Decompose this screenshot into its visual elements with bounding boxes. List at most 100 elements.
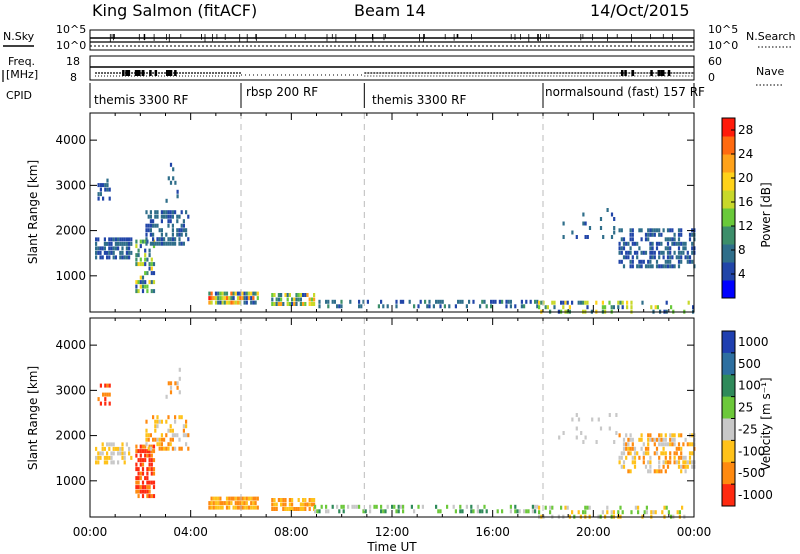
vel-echo-cell bbox=[104, 397, 107, 402]
vel-echo-cell bbox=[595, 440, 598, 444]
vel-echo-cell bbox=[273, 507, 276, 511]
vel-echo-cell bbox=[217, 496, 220, 501]
vel-echo-cell bbox=[243, 496, 246, 501]
vel-echo-cell bbox=[152, 444, 156, 449]
power-echo-cell bbox=[99, 187, 102, 192]
vel-echo-cell bbox=[658, 464, 661, 469]
vel-echo-cell bbox=[421, 504, 424, 509]
nave-mark bbox=[621, 70, 624, 76]
vel-echo-cell bbox=[675, 460, 678, 465]
vel-echo-cell bbox=[152, 471, 156, 476]
vel-echo-cell bbox=[331, 504, 334, 509]
power-echo-cell bbox=[424, 299, 427, 304]
nsearch-label: N.Search bbox=[746, 30, 796, 43]
power-echo-cell bbox=[135, 239, 138, 244]
power-echo-cell bbox=[640, 264, 643, 269]
vel-echo-cell bbox=[165, 433, 168, 438]
power-colorbar-tick-label: 24 bbox=[738, 147, 753, 161]
vel-echo-cell bbox=[219, 501, 222, 506]
power-echo-cell bbox=[156, 241, 159, 246]
power-echo-cell bbox=[660, 250, 663, 255]
vel-echo-cell bbox=[654, 510, 657, 515]
power-echo-cell bbox=[673, 250, 676, 255]
vel-echo-cell bbox=[137, 467, 140, 472]
vel-echo-cell bbox=[402, 509, 405, 514]
vel-echo-cell bbox=[640, 433, 643, 438]
power-echo-cell bbox=[156, 237, 159, 242]
power-echo-cell bbox=[520, 299, 523, 304]
vel-echo-cell bbox=[212, 501, 215, 506]
vel-echo-cell bbox=[217, 505, 220, 510]
power-echo-cell bbox=[160, 241, 163, 246]
vel-echo-cell bbox=[234, 496, 237, 501]
power-echo-cell bbox=[336, 304, 339, 309]
vel-echo-cell bbox=[395, 509, 398, 514]
power-echo-cell bbox=[629, 264, 632, 269]
power-echo-cell bbox=[631, 264, 634, 269]
vel-echo-cell bbox=[108, 446, 111, 451]
vel-echo-cell bbox=[185, 419, 188, 424]
power-echo-cell bbox=[241, 296, 244, 301]
power-echo-cell bbox=[121, 237, 124, 242]
power-echo-cell bbox=[158, 237, 161, 242]
power-echo-cell bbox=[586, 300, 589, 305]
power-echo-cell bbox=[95, 255, 98, 260]
vel-echo-cell bbox=[397, 509, 400, 514]
vel-echo-cell bbox=[682, 464, 685, 469]
vel-echo-cell bbox=[178, 367, 181, 372]
power-echo-cell bbox=[688, 259, 692, 264]
vel-echo-cell bbox=[397, 504, 400, 509]
vel-echo-cell bbox=[212, 496, 215, 501]
power-echo-cell bbox=[437, 299, 440, 304]
vel-echo-cell bbox=[313, 498, 316, 502]
vel-echo-cell bbox=[476, 509, 479, 514]
power-echo-cell bbox=[180, 223, 183, 228]
vel-echo-cell bbox=[275, 507, 278, 511]
power-echo-cell bbox=[169, 214, 172, 219]
power-echo-cell bbox=[144, 271, 147, 276]
power-echo-cell bbox=[662, 255, 665, 260]
nave-mark bbox=[650, 70, 653, 76]
power-echo-cell bbox=[152, 262, 156, 267]
vel-echo-cell bbox=[584, 510, 587, 515]
power-echo-cell bbox=[152, 289, 156, 294]
power-echo-cell bbox=[666, 228, 670, 233]
power-echo-cell bbox=[176, 228, 179, 233]
power-echo-cell bbox=[149, 232, 152, 237]
vel-echo-cell bbox=[452, 504, 455, 509]
power-echo-cell bbox=[169, 219, 172, 224]
power-echo-cell bbox=[514, 304, 517, 309]
velocity-colorbar-swatch bbox=[722, 396, 735, 420]
power-echo-cell bbox=[152, 241, 155, 246]
power-echo-cell bbox=[228, 296, 231, 301]
power-echo-cell bbox=[677, 237, 681, 242]
power-echo-cell bbox=[212, 296, 215, 301]
vel-echo-cell bbox=[112, 451, 115, 456]
power-echo-cell bbox=[620, 250, 623, 255]
power-echo-cell bbox=[171, 214, 174, 219]
vel-echo-cell bbox=[660, 437, 663, 442]
power-echo-cell bbox=[97, 196, 100, 201]
power-echo-cell bbox=[169, 162, 173, 167]
power-echo-cell bbox=[236, 291, 240, 296]
power-echo-cell bbox=[95, 246, 98, 251]
vel-echo-cell bbox=[308, 502, 311, 507]
power-echo-cell bbox=[610, 212, 614, 217]
vel-echo-cell bbox=[230, 501, 233, 506]
power-echo-cell bbox=[479, 304, 482, 309]
power-echo-cell bbox=[139, 262, 142, 267]
vel-echo-cell bbox=[99, 383, 102, 388]
vel-echo-cell bbox=[355, 504, 358, 509]
vel-echo-cell bbox=[680, 451, 683, 456]
vel-echo-cell bbox=[479, 509, 482, 514]
power-echo-cell bbox=[650, 305, 653, 310]
power-echo-cell bbox=[95, 250, 98, 255]
vel-echo-cell bbox=[254, 505, 257, 510]
vel-echo-cell bbox=[214, 505, 218, 510]
power-echo-cell bbox=[149, 219, 152, 224]
vel-echo-cell bbox=[662, 442, 665, 447]
vel-echo-cell bbox=[152, 494, 156, 499]
vel-echo-cell bbox=[342, 509, 345, 514]
vel-echo-cell bbox=[669, 437, 672, 442]
vel-echo-cell bbox=[653, 451, 656, 456]
